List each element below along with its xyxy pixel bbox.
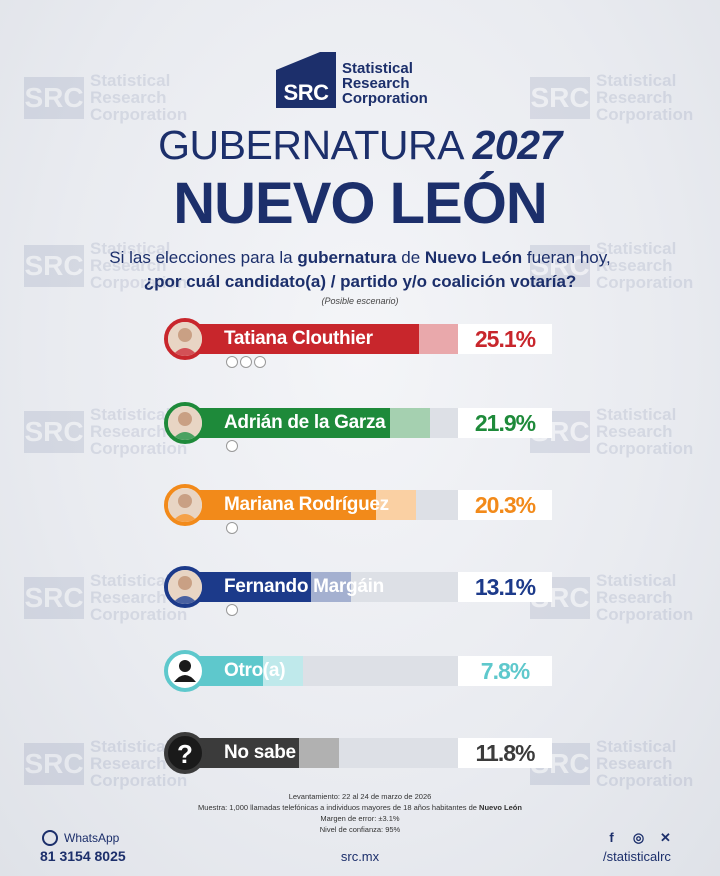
- watermark: SRC Statistical Research Corporation: [24, 72, 187, 123]
- candidate-photo: [164, 484, 206, 526]
- brand-logo: SRC Statistical Research Corporation: [276, 48, 428, 108]
- svg-text:?: ?: [177, 739, 193, 769]
- whatsapp-label: WhatsApp: [64, 831, 120, 845]
- bar-row: 20.3% Mariana Rodríguez: [162, 484, 554, 534]
- scenario-note: (Posible escenario): [321, 296, 399, 306]
- logo-line-2: Research: [342, 75, 410, 92]
- whatsapp-icon: [42, 830, 58, 846]
- person-icon: [164, 650, 206, 692]
- question-line-1: Si las elecciones para la gubernatura de…: [109, 248, 611, 267]
- question-line-2: ¿por cuál candidato(a) / partido y/o coa…: [143, 272, 577, 291]
- logo-line-1: Statistical: [342, 60, 413, 77]
- bar: [192, 490, 376, 520]
- party-logos: [226, 604, 238, 616]
- party-logo-icon: [254, 356, 266, 368]
- footnote-margin: Margen de error: ±3.1%: [320, 814, 400, 823]
- bar-value-label: 25.1%: [458, 324, 552, 354]
- bar-category-label: Fernando Margáin: [224, 576, 384, 597]
- party-logo-icon: [226, 356, 238, 368]
- bar-row: 7.8% Otro(a): [162, 650, 554, 692]
- question-icon: ?: [164, 732, 206, 774]
- bar-value-label: 20.3%: [458, 490, 552, 520]
- watermark-logo: SRC: [24, 742, 84, 785]
- bar-row: 13.1% Fernando Margáin: [162, 566, 554, 616]
- candidate-photo: [164, 318, 206, 360]
- bar-value-label: 21.9%: [458, 408, 552, 438]
- bar: [192, 408, 390, 438]
- bar-value-label: 13.1%: [458, 572, 552, 602]
- whatsapp-contact[interactable]: WhatsApp: [42, 830, 119, 846]
- bar-track: [192, 738, 478, 768]
- watermark-logo: SRC: [24, 410, 84, 453]
- logo-abbr: SRC: [283, 80, 329, 105]
- watermark-logo: SRC: [24, 576, 84, 619]
- website-link[interactable]: src.mx: [340, 849, 380, 864]
- logo-mark: SRC: [276, 48, 336, 108]
- party-logos: [226, 440, 238, 452]
- watermark: SRC Statistical Research Corporation: [530, 572, 693, 623]
- instagram-icon[interactable]: ◎: [632, 829, 645, 845]
- candidate-photo: [164, 402, 206, 444]
- bar-track: [192, 572, 478, 602]
- bar-category-label: Mariana Rodríguez: [224, 494, 389, 515]
- party-logos: [226, 522, 238, 534]
- social-handle[interactable]: /statisticalrc: [603, 849, 671, 864]
- bar-row: 25.1% Tatiana Clouthier: [162, 318, 554, 368]
- party-logo-icon: [226, 604, 238, 616]
- logo-name: Statistical Research Corporation: [342, 61, 428, 108]
- watermark-text: Statistical Research Corporation: [596, 71, 694, 124]
- page-title: GUBERNATURA 2027: [0, 122, 720, 169]
- candidate-photo: [164, 566, 206, 608]
- page-subtitle: NUEVO LEÓN: [173, 171, 548, 236]
- phone-number[interactable]: 81 3154 8025: [40, 848, 126, 864]
- watermark-text: Statistical Research Corporation: [596, 405, 694, 458]
- bar-track: [192, 408, 478, 438]
- bar-category-label: Adrián de la Garza: [224, 412, 386, 433]
- bar: [192, 572, 311, 602]
- bar-track: [192, 656, 478, 686]
- facebook-icon[interactable]: f: [609, 830, 614, 845]
- title-word: GUBERNATURA: [158, 122, 462, 168]
- party-logo-icon: [240, 356, 252, 368]
- x-icon[interactable]: ✕: [660, 829, 671, 845]
- bar-track: [192, 490, 478, 520]
- party-logo-icon: [226, 440, 238, 452]
- footnote-sample: Muestra: 1,000 llamadas telefónicas a in…: [198, 803, 522, 812]
- logo-line-3: Corporation: [342, 90, 428, 107]
- bar-row: 11.8%? No sabe: [162, 732, 554, 774]
- bar-track: [192, 324, 478, 354]
- bar-row: 21.9% Adrián de la Garza: [162, 402, 554, 452]
- logo-building-icon: [276, 52, 336, 108]
- footnote-confidence: Nivel de confianza: 95%: [319, 825, 401, 834]
- party-logo-icon: [226, 522, 238, 534]
- watermark: SRC Statistical Research Corporation: [530, 738, 693, 789]
- bar: [192, 324, 419, 354]
- watermark-logo: SRC: [530, 76, 590, 119]
- watermark-text: Statistical Research Corporation: [596, 571, 694, 624]
- bar-value-label: 11.8%: [458, 738, 552, 768]
- bar-category-label: Tatiana Clouthier: [224, 328, 373, 349]
- party-logos: [226, 356, 266, 368]
- watermark: SRC Statistical Research Corporation: [530, 72, 693, 123]
- watermark-text: Statistical Research Corporation: [596, 737, 694, 790]
- bar-category-label: No sabe: [224, 742, 296, 763]
- social-icons: f ◎ ✕: [604, 829, 673, 846]
- watermark-logo: SRC: [24, 76, 84, 119]
- footnote-fieldwork: Levantamiento: 22 al 24 de marzo de 2026: [288, 792, 432, 801]
- bar-value-label: 7.8%: [458, 656, 552, 686]
- watermark-text: Statistical Research Corporation: [90, 71, 188, 124]
- bar-category-label: Otro(a): [224, 660, 286, 681]
- watermark: SRC Statistical Research Corporation: [530, 406, 693, 457]
- bar: [192, 738, 299, 768]
- title-year: 2027: [472, 122, 563, 168]
- survey-question: Si las elecciones para la gubernatura de…: [0, 246, 720, 294]
